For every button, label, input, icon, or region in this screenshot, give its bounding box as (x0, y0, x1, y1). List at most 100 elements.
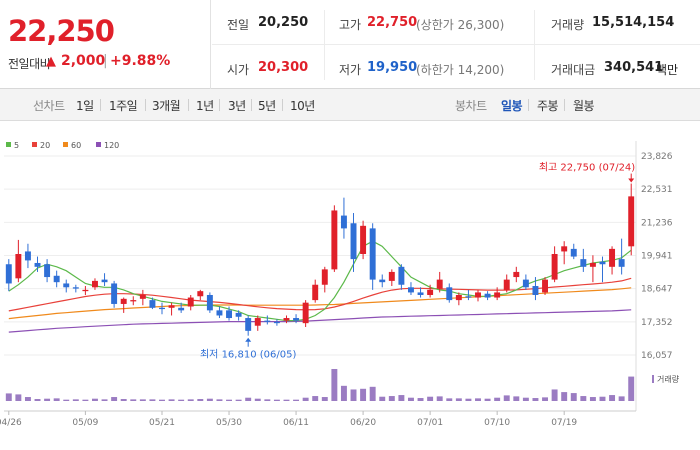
volume-bar (417, 398, 424, 401)
candle-body (417, 292, 424, 295)
toolbar-separator (188, 99, 189, 111)
candle-body (455, 294, 462, 301)
prev-close-label: 전일 (227, 18, 250, 32)
candle-body (609, 248, 616, 267)
toolbar-separator (100, 99, 101, 111)
candle-body (360, 225, 367, 255)
legend-label: 5 (14, 141, 19, 150)
candle-body (331, 210, 338, 270)
legend-label: 120 (104, 141, 119, 150)
candle-body (522, 279, 529, 288)
volume-bar (24, 397, 31, 401)
candle-body (599, 261, 606, 265)
low-arrow-head (245, 337, 252, 342)
candle-body (465, 296, 472, 298)
x-tick-label: 07/01 (417, 418, 443, 428)
legend-label: 60 (71, 141, 81, 150)
volume-bar (92, 398, 98, 401)
volume-bar (139, 399, 146, 401)
quote-header: 22,250 전일대비 ▲ 2,000 | +9.88% 전일 20,250 시… (0, 0, 700, 89)
candle-body (312, 284, 319, 301)
y-tick-label: 22,531 (641, 185, 673, 195)
column-divider (534, 10, 535, 80)
volume-bar (5, 393, 12, 401)
lower-limit: (하한가 14,200) (416, 63, 505, 77)
candle-body (111, 283, 118, 304)
range-3y-button[interactable]: 3년 (228, 99, 246, 113)
candle-body (101, 279, 108, 283)
candle-body (34, 262, 41, 267)
toolbar-separator (282, 99, 283, 111)
candle-body (398, 266, 405, 285)
range-1d-button[interactable]: 1일 (76, 99, 94, 113)
candle-body (245, 318, 252, 331)
volume-bar (111, 397, 118, 401)
volume-bar (369, 386, 376, 401)
x-tick-label: 07/19 (551, 418, 577, 428)
change-label: 전일대비 (8, 57, 51, 71)
volume-bar (551, 389, 558, 401)
candle-body (513, 271, 520, 278)
volume-legend-label: 거래량 (657, 374, 680, 384)
low-label: 저가 (339, 63, 362, 77)
volume-bar (484, 398, 491, 401)
current-price: 22,250 (8, 14, 115, 48)
candle-body (475, 292, 481, 298)
candle-body (216, 310, 223, 316)
high-value: 22,750 (367, 15, 418, 30)
candle-body (168, 305, 175, 308)
candle-body (589, 262, 596, 267)
candle-body (321, 269, 328, 285)
candle-body (628, 196, 635, 247)
weekly-candle-button[interactable]: 주봉 (537, 99, 559, 113)
candle-body (551, 254, 558, 280)
range-1w-button[interactable]: 1주일 (109, 99, 138, 113)
volume-bar (542, 397, 548, 401)
volume-bar (388, 396, 395, 401)
x-tick-label: 04/26 (0, 418, 22, 428)
plot-background (4, 121, 636, 411)
x-tick-label: 07/10 (484, 418, 510, 428)
volume-bar (628, 376, 635, 401)
volume-legend-swatch (652, 375, 654, 383)
volume-bar (302, 397, 309, 401)
range-5y-button[interactable]: 5년 (258, 99, 276, 113)
candle-body (618, 259, 625, 267)
volume-bar (312, 396, 319, 401)
legend-swatch (63, 142, 68, 147)
volume-bar (427, 396, 434, 401)
candle-body (139, 294, 146, 299)
change-percent: +9.88% (110, 53, 171, 69)
candle-body (5, 264, 12, 284)
legend-swatch (32, 142, 37, 147)
candle-body (178, 307, 185, 311)
monthly-candle-button[interactable]: 월봉 (573, 99, 595, 113)
up-arrow-icon: ▲ (46, 54, 56, 69)
volume-bar (206, 398, 213, 401)
toolbar-separator (251, 99, 252, 111)
candle-body (235, 312, 242, 317)
range-10y-button[interactable]: 10년 (290, 99, 315, 113)
range-3m-button[interactable]: 3개월 (152, 99, 181, 113)
amount-value: 340,541 (604, 60, 664, 75)
candle-body (580, 259, 587, 267)
range-1y-button[interactable]: 1년 (196, 99, 214, 113)
volume-bar (360, 388, 367, 401)
candle-body (446, 287, 453, 301)
volume-bar (178, 399, 185, 401)
candle-body (120, 298, 127, 304)
candle-body (283, 318, 290, 321)
ma120-line (8, 309, 632, 333)
y-tick-label: 23,826 (641, 152, 673, 162)
header-divider (212, 44, 700, 45)
prev-close-value: 20,250 (258, 15, 309, 30)
volume-bar (599, 396, 606, 401)
volume-bar (44, 398, 51, 401)
stock-chart: 5 20 60 120 23,826 22,531 21,236 19,941 18,647 17… (0, 121, 680, 428)
candle-body (254, 318, 261, 326)
candle-body (206, 294, 213, 311)
toolbar-separator (528, 99, 529, 111)
volume-bar (436, 396, 443, 401)
daily-candle-button[interactable]: 일봉 (501, 99, 523, 113)
x-tick-label: 06/11 (283, 418, 309, 428)
